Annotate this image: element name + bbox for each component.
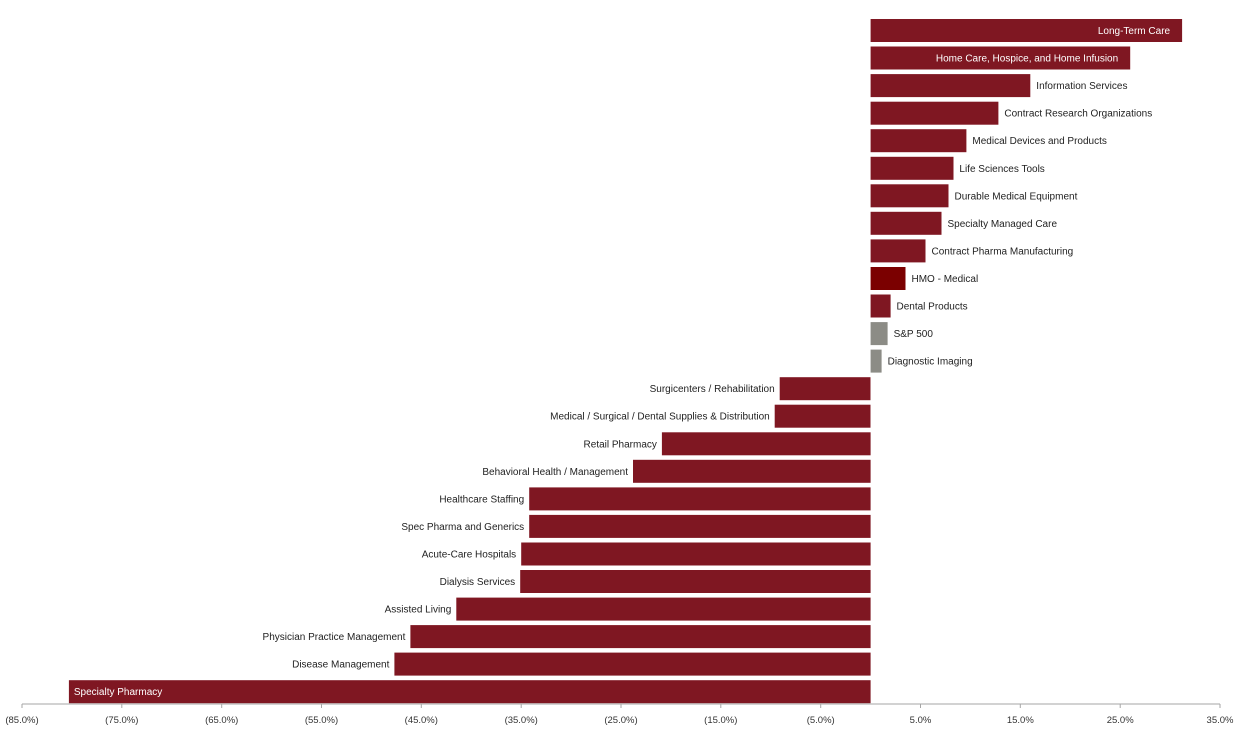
bar-label-diagnostic-imaging: Diagnostic Imaging [888,357,973,368]
bar-label-dialysis-services: Dialysis Services [440,577,516,588]
bar-label-specialty-managed-care: Specialty Managed Care [948,219,1058,230]
bar-life-sciences-tools [870,156,954,180]
x-tick-label: (25.0%) [604,715,637,726]
bar-medical-surgical-dental-supplies-and-distribution [774,404,871,428]
bar-label-home-care-hospice-and-home-infusion: Home Care, Hospice, and Home Infusion [936,54,1118,65]
bar-label-hmo-medical: HMO - Medical [912,274,979,285]
bar-retail-pharmacy [661,432,871,456]
x-tick-label: (75.0%) [105,715,138,726]
bar-sandp-500 [870,322,888,346]
bar-hmo-medical [870,267,906,290]
bar-label-specialty-pharmacy: Specialty Pharmacy [74,687,162,698]
bar-label-healthcare-staffing: Healthcare Staffing [439,494,524,505]
bar-dialysis-services [520,570,871,593]
bars-layer [68,19,1183,704]
x-tick-label: (85.0%) [5,715,38,726]
bar-medical-devices-and-products [870,129,967,153]
x-tick-label: 25.0% [1107,715,1134,726]
bar-behavioral-health-management [633,459,871,483]
bar-label-surgicenters-rehabilitation: Surgicenters / Rehabilitation [650,384,775,395]
bar-label-behavioral-health-management: Behavioral Health / Management [482,467,628,478]
bar-labels-layer: Long-Term Care Home Care, Hospice, and Ho… [74,26,1171,698]
x-tick-label: (35.0%) [505,715,538,726]
bar-label-contract-research-organizations: Contract Research Organizations [1004,109,1152,120]
bar-label-contract-pharma-manufacturing: Contract Pharma Manufacturing [932,246,1074,257]
bar-dental-products [870,294,891,318]
bar-label-spec-pharma-and-generics: Spec Pharma and Generics [401,522,524,533]
bar-label-medical-devices-and-products: Medical Devices and Products [972,136,1107,147]
bar-label-long-term-care: Long-Term Care [1098,26,1171,37]
bar-contract-pharma-manufacturing [870,239,926,263]
bar-information-services [870,74,1031,98]
bar-surgicenters-rehabilitation [779,377,871,401]
bar-label-acute-care-hospitals: Acute-Care Hospitals [422,550,516,561]
bar-long-term-care [870,19,1183,42]
bar-label-sandp-500: S&P 500 [894,329,934,340]
bar-label-disease-management: Disease Management [292,660,389,671]
x-tick-label: (65.0%) [205,715,238,726]
bar-healthcare-staffing [529,487,871,511]
x-tick-label: 5.0% [910,715,932,726]
bar-physician-practice-management [410,625,871,649]
x-axis-ticks: (85.0%) (75.0%) (65.0%) (55.0%) (45.0%) (35.0… [5,704,1234,726]
bar-label-life-sciences-tools: Life Sciences Tools [959,164,1044,175]
bar-label-medical-surgical-dental-supplies-and-distribution: Medical / Surgical / Dental Supplies & D… [550,412,770,423]
x-tick-label: (45.0%) [405,715,438,726]
bar-home-care-hospice-and-home-infusion [870,46,1131,70]
bar-label-retail-pharmacy: Retail Pharmacy [584,439,657,450]
bar-label-physician-practice-management: Physician Practice Management [263,632,406,643]
bar-disease-management [394,652,871,676]
x-tick-label: (55.0%) [305,715,338,726]
bar-spec-pharma-and-generics [529,514,871,538]
bar-acute-care-hospitals [521,542,871,566]
bar-diagnostic-imaging [870,349,882,373]
x-tick-label: 15.0% [1007,715,1034,726]
x-tick-label: (15.0%) [704,715,737,726]
bar-label-durable-medical-equipment: Durable Medical Equipment [955,191,1078,202]
bar-contract-research-organizations [870,101,999,125]
bar-label-information-services: Information Services [1036,81,1127,92]
bar-durable-medical-equipment [870,184,949,208]
x-tick-label: 35.0% [1207,715,1234,726]
x-tick-label: (5.0%) [807,715,835,726]
bar-label-assisted-living: Assisted Living [385,605,452,616]
bar-label-dental-products: Dental Products [897,302,968,313]
bar-specialty-pharmacy [68,680,871,704]
bar-assisted-living [456,597,871,621]
bar-specialty-managed-care [870,211,942,235]
